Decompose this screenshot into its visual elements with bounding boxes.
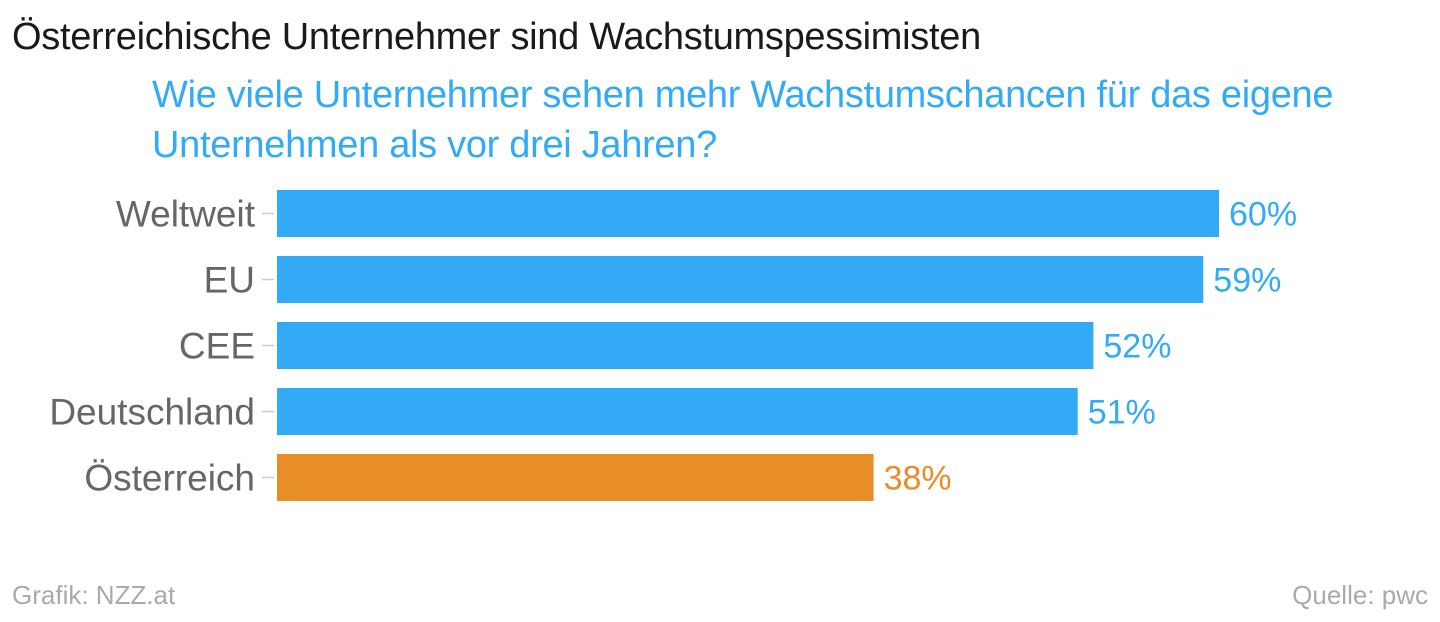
value-label: 52%	[1103, 328, 1171, 366]
bar-chart: Weltweit 60% EU 59% CEE 52% Deutschland 51% Öste…	[49, 190, 1297, 501]
category-label: EU	[204, 260, 255, 301]
category-label: Österreich	[84, 458, 255, 499]
category-label: Weltweit	[116, 194, 256, 235]
bar	[277, 388, 1078, 435]
value-label: 59%	[1213, 262, 1281, 300]
value-label: 51%	[1088, 394, 1156, 432]
bar	[277, 322, 1094, 369]
chart-title: Österreichische Unternehmer sind Wachstu…	[12, 16, 981, 58]
bars-layer: Weltweit 60% EU 59% CEE 52% Deutschland 51% Öste…	[49, 190, 1297, 501]
value-label: 60%	[1229, 196, 1297, 234]
footer-source: Quelle: pwc	[1292, 580, 1428, 610]
category-label: Deutschland	[49, 392, 255, 433]
category-label: CEE	[179, 326, 255, 367]
bar	[277, 190, 1219, 237]
bar	[277, 256, 1204, 303]
value-label: 38%	[884, 460, 952, 498]
bar	[277, 454, 874, 501]
footer-credit: Grafik: NZZ.at	[12, 580, 176, 610]
chart-subtitle: Wie viele Unternehmer sehen mehr Wachstu…	[152, 74, 1334, 166]
